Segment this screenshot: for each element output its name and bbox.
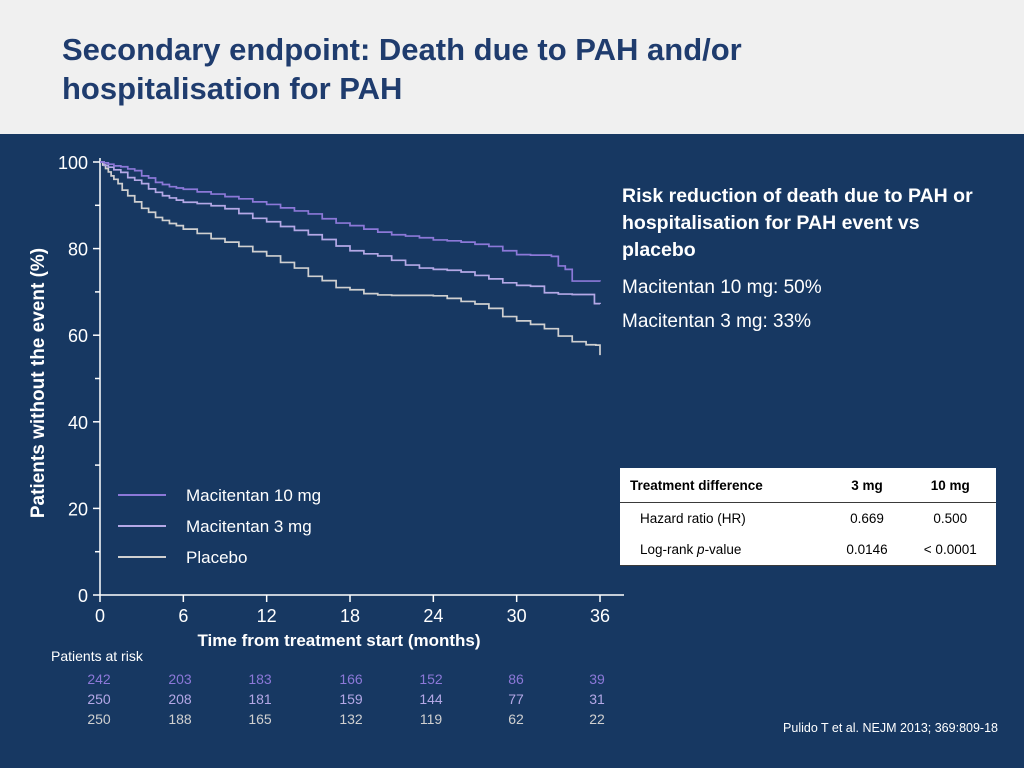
risk-reduction-10mg: Macitentan 10 mg: 50%	[622, 277, 822, 298]
treatment-difference-table: Treatment difference 3 mg 10 mg Hazard r…	[620, 468, 996, 566]
risk-value: 31	[589, 691, 605, 707]
risk-value: 132	[339, 711, 363, 727]
series-line	[100, 161, 601, 282]
x-tick-label: 0	[95, 606, 105, 626]
table-cell: 0.669	[850, 511, 884, 526]
series-line	[100, 161, 601, 356]
table-cell: 0.0146	[829, 534, 905, 566]
x-tick-label: 30	[507, 606, 527, 626]
x-tick-label: 18	[340, 606, 360, 626]
legend-label: Macitentan 10 mg	[186, 486, 321, 505]
y-tick-label: 60	[68, 326, 88, 346]
x-tick-label: 24	[423, 606, 443, 626]
risk-value: 250	[87, 711, 111, 727]
x-tick-label: 36	[590, 606, 610, 626]
risk-value: 208	[168, 691, 192, 707]
risk-value: 242	[87, 671, 111, 687]
risk-value: 250	[87, 691, 111, 707]
chart-legend: Macitentan 10 mg Macitentan 3 mg Placebo	[118, 486, 321, 567]
row-label-text: Log-rank	[640, 542, 698, 557]
risk-value: 77	[508, 691, 524, 707]
header-bar: Secondary endpoint: Death due to PAH and…	[0, 0, 1024, 134]
risk-value: 119	[419, 711, 443, 727]
risk-value: 159	[339, 691, 363, 707]
table-cell: 0.500	[933, 511, 968, 526]
y-tick-label: 0	[78, 586, 88, 606]
table-cell: < 0.0001	[904, 534, 996, 566]
table-header-row: Treatment difference 3 mg 10 mg	[620, 468, 996, 503]
y-tick-label: 100	[58, 153, 88, 173]
patients-at-risk-label: Patients at risk	[51, 648, 143, 664]
row-label: Log-rank p-value	[620, 534, 830, 566]
risk-value: 86	[508, 671, 524, 687]
x-axis-label: Time from treatment start (months)	[197, 631, 480, 650]
risk-value: 203	[168, 671, 192, 687]
risk-value: 188	[168, 711, 192, 727]
row-label-italic: p	[697, 542, 705, 557]
series-line	[100, 161, 601, 305]
risk-row: 250 208 181 159 144 77 31	[0, 691, 1024, 711]
risk-value: 39	[589, 671, 605, 687]
x-tick-label: 6	[178, 606, 188, 626]
row-label: Hazard ratio (HR)	[640, 511, 746, 526]
risk-row: 242 203 183 166 152 86 39	[0, 671, 1024, 691]
risk-value: 165	[248, 711, 272, 727]
axes: 0 20 40 60 80 100 0 6 12 18 24 30 36	[58, 153, 624, 626]
row-label-text: -value	[704, 542, 742, 557]
column-header: 3 mg	[829, 468, 905, 503]
risk-reduction-heading: Risk reduction of death due to PAH or ho…	[622, 185, 973, 261]
content-panel	[0, 134, 1024, 768]
risk-value: 62	[508, 711, 524, 727]
column-header: 10 mg	[904, 468, 996, 503]
y-tick-label: 40	[68, 413, 88, 433]
citation: Pulido T et al. NEJM 2013; 369:809-18	[783, 721, 998, 735]
y-axis-label: Patients without the event (%)	[28, 248, 49, 518]
risk-value: 183	[248, 671, 272, 687]
survival-curves	[100, 161, 601, 356]
y-tick-label: 20	[68, 499, 88, 519]
x-tick-label: 12	[257, 606, 277, 626]
risk-value: 22	[589, 711, 605, 727]
column-header: Treatment difference	[620, 468, 830, 503]
risk-value: 181	[248, 691, 272, 707]
table-row: Hazard ratio (HR) 0.669 0.500	[620, 503, 996, 535]
risk-value: 166	[339, 671, 363, 687]
risk-value: 152	[419, 671, 443, 687]
legend-label: Macitentan 3 mg	[186, 517, 312, 536]
risk-value: 144	[419, 691, 443, 707]
risk-row: 250 188 165 132 119 62 22	[0, 711, 1024, 731]
risk-reduction-3mg: Macitentan 3 mg: 33%	[622, 311, 812, 332]
legend-label: Placebo	[186, 548, 247, 567]
y-tick-label: 80	[68, 240, 88, 260]
slide-title: Secondary endpoint: Death due to PAH and…	[62, 32, 742, 106]
table-row: Log-rank p-value 0.0146 < 0.0001	[620, 534, 996, 566]
